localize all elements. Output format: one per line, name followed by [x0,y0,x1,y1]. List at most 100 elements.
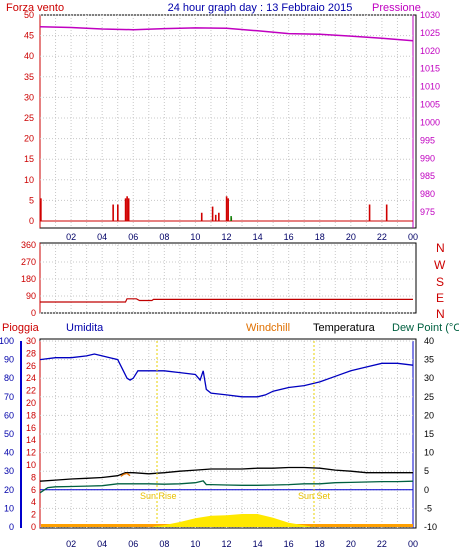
windchill-label: Windchill [246,322,290,334]
x-tick-label: 20 [346,539,356,549]
wind-gust-bar [230,216,232,221]
x-tick-label: 08 [159,539,169,549]
wind-bar [385,204,388,221]
wind-tick-label: 15 [24,154,34,164]
x-tick-label: 10 [190,539,200,549]
wind-bar [124,198,127,221]
x-tick-label: 08 [159,232,169,242]
humidity-line [39,353,414,398]
rain-tick-label: 4 [31,497,36,507]
wind-bar [40,198,42,221]
humidity-tick-label: 90 [4,355,14,365]
humidity-tick-label: 10 [4,503,14,513]
x-tick-label: 14 [253,232,263,242]
humidity-tick-label: 100 [0,336,14,346]
rain-tick-label: 0 [31,522,36,532]
x-tick-label: 00 [408,232,418,242]
dewpoint-label: Dew Point (°C [392,322,459,334]
x-tick-label: 12 [221,539,231,549]
pressure-tick-label: 1025 [420,28,440,38]
wind-bar [218,212,220,221]
wind-strength-label: Forza vento [6,2,64,14]
pressure-tick-label: 980 [420,189,435,199]
series-layer [39,26,414,527]
x-tick-label: 12 [221,232,231,242]
temperature-line [39,466,413,482]
rain-tick-label: 6 [31,485,36,495]
wind-bar [127,198,130,221]
pressure-tick-label: 995 [420,135,435,145]
pressure-tick-label: 1000 [420,117,440,127]
wind-tick-label: 25 [24,113,34,123]
wind-tick-label: 35 [24,72,34,82]
temperature-tick-label: 20 [424,410,434,420]
sunset-label: Sun Set [298,491,331,501]
wind-bar [225,196,228,221]
x-tick-label: 18 [315,232,325,242]
direction-line [40,298,413,303]
humidity-tick-label: 70 [4,392,14,402]
direction-tick-label: 0 [31,308,36,318]
temperature-tick-label: 35 [424,355,434,365]
direction-tick-label: 180 [21,274,36,284]
grid-layer [40,14,413,528]
rain-tick-label: 28 [26,348,36,358]
x-tick-label: 16 [284,539,294,549]
x-tick-label: 16 [284,232,294,242]
temperature-tick-label: 40 [424,336,434,346]
wind-bar [117,204,119,221]
rain-tick-label: 22 [26,386,36,396]
solar-area [153,514,311,527]
pressure-tick-label: 975 [420,207,435,217]
direction-tick-label: 360 [21,240,36,250]
pressure-line [39,26,414,42]
temperature-tick-label: 15 [424,429,434,439]
x-tick-label: 10 [190,232,200,242]
temperature-tick-label: 10 [424,448,434,458]
x-tick-label: 02 [66,232,76,242]
pressure-tick-label: 1020 [420,46,440,56]
wind-tick-label: 45 [24,31,34,41]
compass-w: W [434,258,446,272]
rain-label: Pioggia [2,322,40,334]
temperature-tick-label: 30 [424,373,434,383]
humidity-tick-label: 80 [4,373,14,383]
windchill-line [120,472,131,477]
direction-tick-label: 90 [26,291,36,301]
rain-tick-label: 16 [26,423,36,433]
compass-s: S [436,275,444,289]
pressure-tick-label: 1005 [420,100,440,110]
humidity-tick-label: 40 [4,448,14,458]
pressure-tick-label: 990 [420,153,435,163]
temperature-tick-label: 5 [424,466,429,476]
rain-tick-label: 18 [26,410,36,420]
rain-tick-label: 14 [26,435,36,445]
compass-e: E [436,291,444,305]
x-tick-label: 20 [346,232,356,242]
x-tick-label: 22 [377,232,387,242]
temperature-tick-label: -10 [424,522,437,532]
compass-n-bottom: N [436,307,445,321]
wind-bar [227,198,229,221]
wind-tick-label: 30 [24,92,34,102]
rain-tick-label: 30 [26,336,36,346]
temperature-label: Temperatura [313,322,376,334]
pressure-label: Pressione [372,2,421,14]
x-tick-label: 04 [97,539,107,549]
temperature-tick-label: -5 [424,503,432,513]
x-tick-label: 06 [128,232,138,242]
humidity-tick-label: 60 [4,410,14,420]
wind-bar [112,204,114,221]
temperature-tick-label: 0 [424,485,429,495]
rain-tick-label: 26 [26,361,36,371]
wind-bar [368,204,371,221]
rain-tick-label: 12 [26,448,36,458]
wind-tick-label: 5 [29,195,34,205]
humidity-tick-label: 20 [4,485,14,495]
wind-bar [214,214,217,221]
x-tick-label: 14 [253,539,263,549]
wind-tick-label: 50 [24,10,34,20]
x-tick-label: 00 [408,539,418,549]
